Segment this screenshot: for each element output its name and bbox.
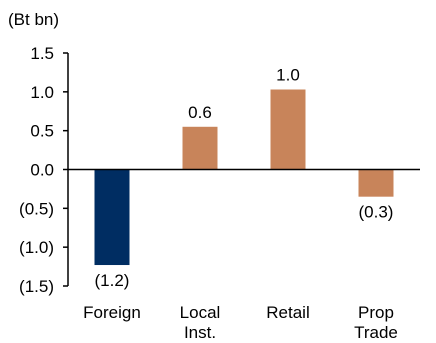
category-label: Prop — [358, 303, 394, 322]
bar — [358, 169, 394, 197]
data-label: (1.2) — [95, 271, 130, 290]
y-tick-label: (1.5) — [19, 277, 54, 296]
data-label: (0.3) — [359, 203, 394, 222]
y-tick-label: (0.5) — [19, 199, 54, 218]
category-label: Local — [180, 303, 221, 322]
data-labels: (1.2) 0.6 1.0 (0.3) — [95, 66, 394, 291]
bar — [270, 89, 306, 170]
y-unit-label: (Bt bn) — [8, 10, 59, 29]
y-tick-label: (1.0) — [19, 238, 54, 257]
bars — [94, 89, 394, 266]
data-label: 1.0 — [276, 66, 300, 85]
y-tick-label: 0.0 — [30, 161, 54, 180]
y-tick-label: 0.5 — [30, 122, 54, 141]
y-tick-label: 1.0 — [30, 83, 54, 102]
y-axis: 1.5 1.0 0.5 0.0 (0.5) (1.0) (1.5) — [19, 44, 69, 296]
category-label: Inst. — [184, 323, 216, 342]
bar — [94, 169, 130, 266]
y-tick-label: 1.5 — [30, 44, 54, 63]
category-label: Retail — [266, 303, 309, 322]
category-label: Foreign — [83, 303, 141, 322]
bar — [182, 126, 218, 170]
category-label: Trade — [354, 323, 398, 342]
data-label: 0.6 — [188, 103, 212, 122]
